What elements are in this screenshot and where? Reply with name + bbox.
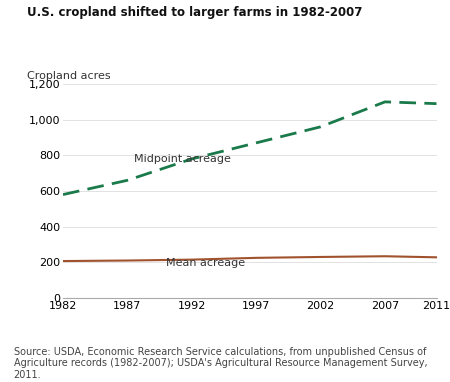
Text: Source: USDA, Economic Research Service calculations, from unpublished Census of: Source: USDA, Economic Research Service … — [14, 347, 427, 380]
Text: Cropland acres: Cropland acres — [27, 71, 111, 81]
Text: U.S. cropland shifted to larger farms in 1982-2007: U.S. cropland shifted to larger farms in… — [27, 6, 362, 19]
Text: Midpoint acreage: Midpoint acreage — [134, 154, 231, 165]
Text: Mean acreage: Mean acreage — [166, 257, 245, 267]
